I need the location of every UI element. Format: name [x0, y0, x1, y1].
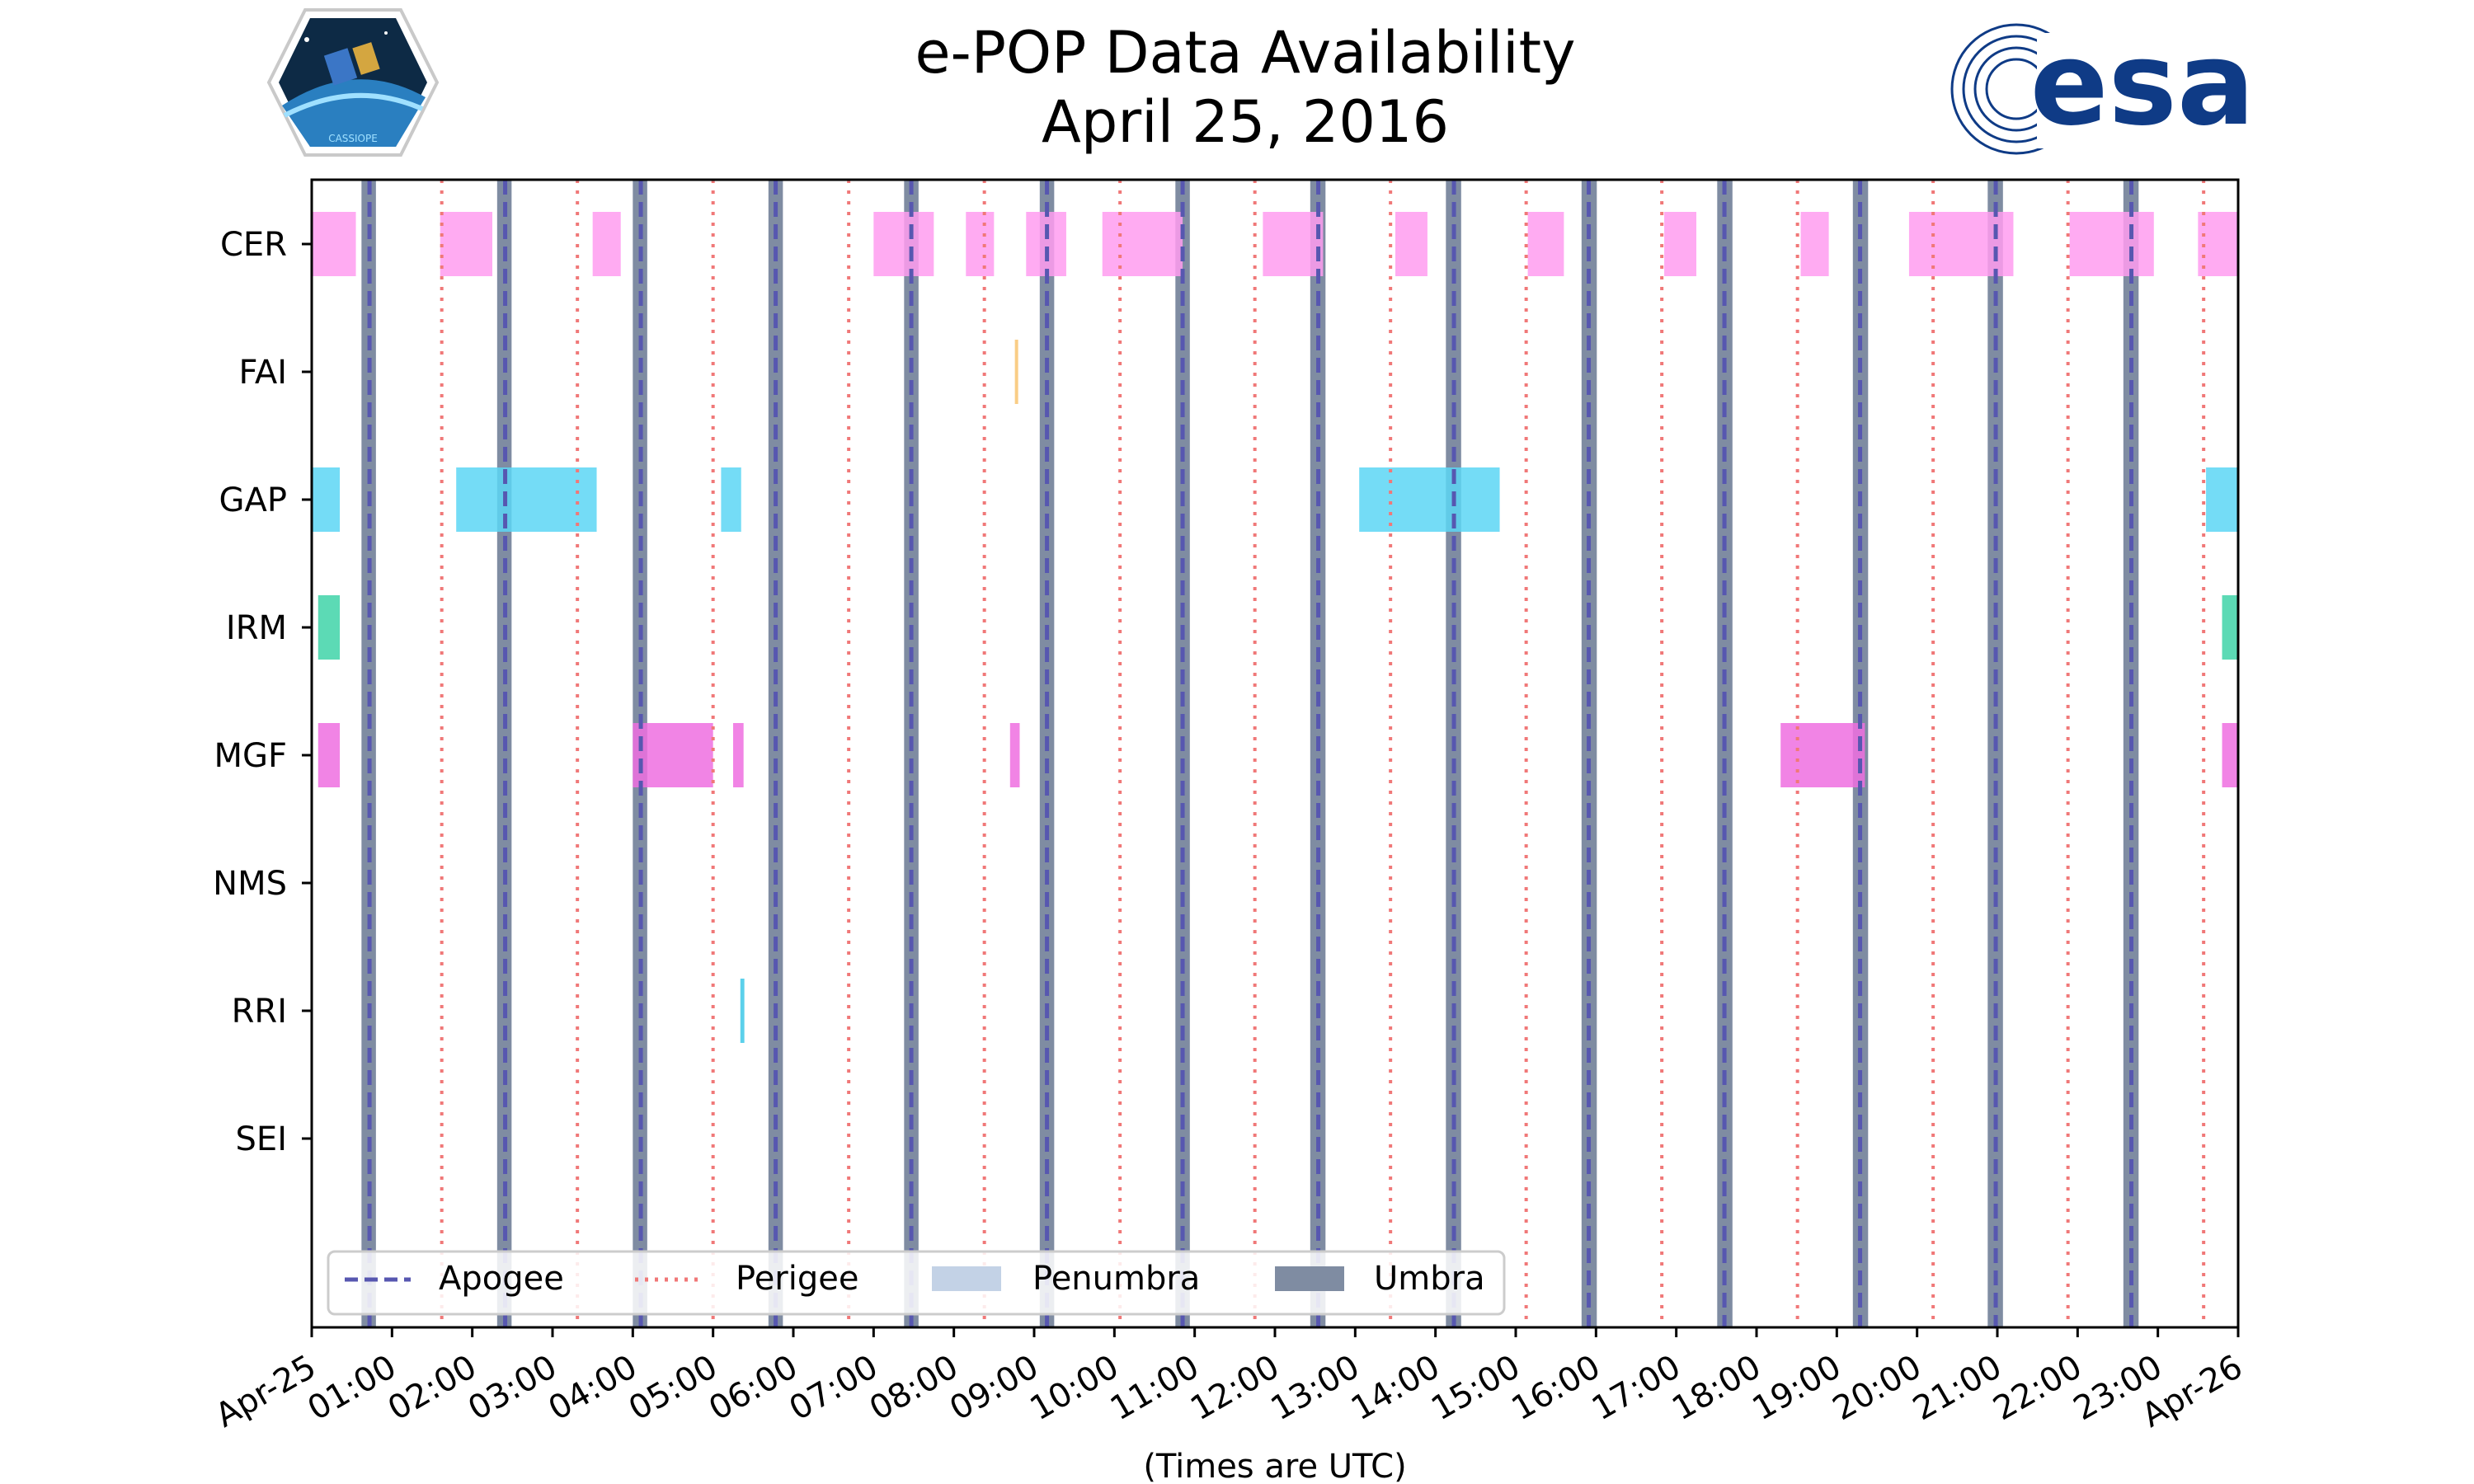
cassiope-logo: CASSIOPE [266, 8, 440, 157]
x-tick-label: 03:00 [462, 1348, 563, 1428]
apogee-lines [367, 180, 2134, 1327]
bar-irm [2222, 595, 2238, 660]
bar-cer [1664, 212, 1696, 276]
x-tick-label: 19:00 [1746, 1348, 1847, 1428]
bar-cer [592, 212, 621, 276]
chart-title-line2: April 25, 2016 [1042, 88, 1449, 156]
bar-gap [721, 467, 741, 532]
y-tick-label-gap: GAP [219, 481, 287, 519]
x-tick-label: 16:00 [1505, 1348, 1606, 1428]
bar-gap [312, 467, 341, 532]
y-tick-label-cer: CER [220, 226, 287, 264]
umbra-band [1175, 180, 1190, 1327]
umbra-band [1039, 180, 1055, 1327]
x-tick-label: 02:00 [382, 1348, 483, 1428]
bar-cer [440, 212, 492, 276]
bar-cer [1800, 212, 1829, 276]
bar-mgf [733, 723, 744, 787]
y-tick-label-nms: NMS [213, 865, 287, 903]
x-tick-label: 15:00 [1425, 1348, 1526, 1428]
umbra-band [1446, 180, 1461, 1327]
y-tick-label-mgf: MGF [214, 737, 287, 775]
y-tick-label-irm: IRM [226, 609, 287, 647]
legend-umbra-label: Umbra [1374, 1260, 1485, 1298]
bar-rri [740, 979, 745, 1043]
umbra-band [1717, 180, 1733, 1327]
bar-cer [1102, 212, 1183, 276]
legend-umbra-swatch [1275, 1266, 1344, 1291]
x-axis-label: (Times are UTC) [1143, 1448, 1406, 1484]
bar-mgf [1009, 723, 1020, 787]
legend-apogee-label: Apogee [439, 1260, 564, 1298]
x-tick-label: 08:00 [863, 1348, 965, 1428]
bar-mgf [633, 723, 713, 787]
umbra-band [361, 180, 376, 1327]
bar-cer [1527, 212, 1564, 276]
x-axis: Apr-2501:0002:0003:0004:0005:0006:0007:0… [209, 1327, 2249, 1435]
x-tick-label: 14:00 [1345, 1348, 1446, 1428]
bar-cer [1395, 212, 1427, 276]
x-tick-label: 07:00 [783, 1348, 884, 1428]
umbra-band [1310, 180, 1326, 1327]
x-tick-label: 11:00 [1104, 1348, 1206, 1428]
x-tick-label: 05:00 [623, 1348, 724, 1428]
bar-cer [312, 212, 356, 276]
umbra-band [496, 180, 512, 1327]
bar-cer [2069, 212, 2154, 276]
esa-logo-text: esa [2030, 17, 2255, 152]
bar-cer [966, 212, 995, 276]
umbra-bands [361, 180, 2139, 1327]
instrument-bars [312, 212, 2238, 1043]
legend-perigee-label: Perigee [736, 1260, 858, 1298]
x-tick-label: 09:00 [943, 1348, 1045, 1428]
plot-area [312, 180, 2238, 1327]
x-tick-label: 18:00 [1666, 1348, 1767, 1428]
umbra-band [768, 180, 783, 1327]
y-tick-label-fai: FAI [239, 354, 288, 392]
bar-gap [2206, 467, 2238, 532]
legend: Apogee Perigee Penumbra Umbra [327, 1250, 1506, 1316]
umbra-band [1581, 180, 1597, 1327]
x-tick-label: 10:00 [1023, 1348, 1125, 1428]
x-tick-label: 06:00 [703, 1348, 804, 1428]
x-tick-label: 22:00 [1987, 1348, 2088, 1428]
x-tick-label: 12:00 [1184, 1348, 1286, 1428]
bar-mgf [1780, 723, 1865, 787]
legend-box [327, 1250, 1506, 1316]
x-tick-label: 13:00 [1264, 1348, 1366, 1428]
x-tick-label: 21:00 [1907, 1348, 2008, 1428]
chart-title-line1: e-POP Data Availability [915, 19, 1575, 87]
cassiope-logo-text: CASSIOPE [328, 133, 378, 144]
bar-gap [456, 467, 597, 532]
x-tick-label: 20:00 [1827, 1348, 1928, 1428]
legend-penumbra-label: Penumbra [1032, 1260, 1200, 1298]
bar-cer [1263, 212, 1324, 276]
legend-penumbra-swatch [932, 1266, 1001, 1291]
x-tick-label: 17:00 [1586, 1348, 1687, 1428]
y-tick-label-sei: SEI [236, 1120, 287, 1158]
y-axis: CER FAI GAP IRM MGF NMS RRI SEI [213, 226, 312, 1158]
bar-gap [1359, 467, 1500, 532]
bar-irm [317, 595, 341, 660]
bar-cer [1908, 212, 2014, 276]
y-tick-label-rri: RRI [232, 993, 287, 1031]
bar-cer [873, 212, 934, 276]
x-tick-label: Apr-25 [209, 1348, 322, 1435]
esa-logo: esa [1950, 17, 2255, 155]
bar-cer [1026, 212, 1066, 276]
x-tick-label: 01:00 [301, 1348, 402, 1428]
umbra-band [1987, 180, 2003, 1327]
bar-mgf [2222, 723, 2238, 787]
umbra-band [2123, 180, 2139, 1327]
umbra-band [904, 180, 919, 1327]
perigee-lines [440, 180, 2206, 1327]
bar-fai [1014, 340, 1018, 404]
x-tick-label: 04:00 [542, 1348, 643, 1428]
bar-mgf [317, 723, 341, 787]
